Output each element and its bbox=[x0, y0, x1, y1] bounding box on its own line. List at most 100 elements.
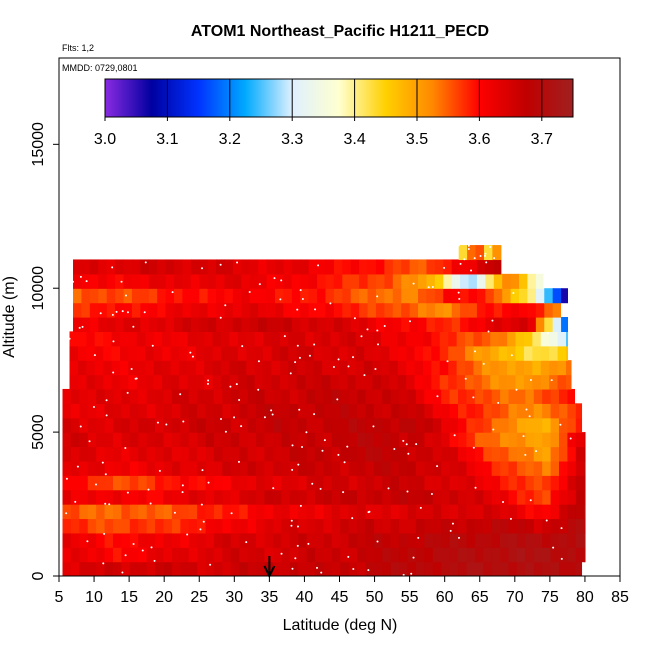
heatmap-cell bbox=[323, 417, 333, 433]
data-point bbox=[230, 512, 233, 515]
heatmap-cell bbox=[535, 288, 545, 304]
heatmap-cell bbox=[441, 403, 451, 419]
heatmap-cell bbox=[121, 532, 131, 548]
heatmap-cell bbox=[323, 518, 333, 534]
heatmap-cell bbox=[331, 518, 341, 534]
heatmap-cell bbox=[138, 417, 148, 433]
heatmap-cell bbox=[281, 561, 291, 576]
data-point bbox=[291, 567, 294, 570]
heatmap-cell bbox=[256, 504, 266, 520]
heatmap-cell bbox=[313, 331, 323, 347]
heatmap-cell bbox=[333, 288, 343, 304]
data-point bbox=[372, 425, 375, 428]
heatmap-cell bbox=[481, 345, 491, 361]
heatmap-cell bbox=[190, 273, 200, 289]
heatmap-cell bbox=[289, 489, 299, 505]
heatmap-cell bbox=[516, 504, 526, 520]
heatmap-cell bbox=[87, 403, 97, 419]
heatmap-cell bbox=[384, 259, 394, 275]
heatmap-cell bbox=[274, 259, 284, 275]
heatmap-cell bbox=[106, 302, 116, 318]
heatmap-cell bbox=[171, 532, 181, 548]
heatmap-cell bbox=[493, 288, 503, 304]
heatmap-cell bbox=[424, 417, 434, 433]
heatmap-cell bbox=[407, 561, 417, 576]
heatmap-cell bbox=[298, 561, 308, 576]
heatmap-cell bbox=[306, 417, 316, 433]
heatmap-cell bbox=[525, 403, 535, 419]
x-tick-label: 15 bbox=[120, 589, 138, 606]
heatmap-cell bbox=[466, 504, 476, 520]
heatmap-cell bbox=[407, 489, 417, 505]
heatmap-cell bbox=[575, 432, 585, 448]
heatmap-cell bbox=[317, 288, 327, 304]
data-point bbox=[111, 313, 114, 316]
heatmap-cell bbox=[87, 417, 97, 433]
heatmap-cell bbox=[474, 547, 484, 563]
heatmap-cell bbox=[212, 345, 222, 361]
heatmap-cell bbox=[550, 489, 560, 505]
heatmap-cell bbox=[535, 317, 545, 332]
heatmap-cells bbox=[62, 245, 586, 576]
heatmap-cell bbox=[306, 561, 316, 576]
data-point bbox=[104, 502, 107, 505]
heatmap-cell bbox=[272, 561, 282, 576]
heatmap-cell bbox=[340, 504, 350, 520]
heatmap-cell bbox=[357, 489, 367, 505]
heatmap-cell bbox=[195, 345, 205, 361]
data-point bbox=[289, 372, 292, 375]
heatmap-cell bbox=[508, 561, 518, 576]
data-point bbox=[296, 525, 299, 528]
heatmap-cell bbox=[432, 403, 442, 419]
heatmap-cell bbox=[409, 259, 419, 275]
heatmap-cell bbox=[474, 446, 484, 462]
heatmap-cell bbox=[364, 331, 374, 347]
heatmap-cell bbox=[434, 259, 444, 275]
heatmap-cell bbox=[111, 331, 121, 347]
heatmap-cell bbox=[258, 302, 268, 318]
heatmap-cell bbox=[533, 403, 543, 419]
heatmap-cell bbox=[89, 317, 99, 332]
heatmap-cell bbox=[120, 360, 130, 376]
heatmap-cell bbox=[289, 547, 299, 563]
data-point bbox=[86, 540, 89, 543]
heatmap-cell bbox=[490, 360, 500, 376]
heatmap-cell bbox=[70, 504, 80, 520]
heatmap-cell bbox=[180, 547, 190, 563]
heatmap-cell bbox=[87, 475, 97, 491]
heatmap-cell bbox=[288, 374, 298, 390]
heatmap-cell bbox=[171, 475, 181, 491]
heatmap-cell bbox=[340, 417, 350, 433]
heatmap-cell bbox=[111, 360, 121, 376]
heatmap-cell bbox=[342, 273, 352, 289]
heatmap-cell bbox=[249, 317, 259, 332]
heatmap-cell bbox=[98, 317, 108, 332]
heatmap-cell bbox=[507, 331, 517, 347]
heatmap-cell bbox=[510, 288, 520, 304]
heatmap-cell bbox=[331, 432, 341, 448]
heatmap-cell bbox=[434, 302, 444, 318]
data-point bbox=[104, 473, 107, 476]
heatmap-cell bbox=[104, 417, 114, 433]
heatmap-cell bbox=[266, 302, 276, 318]
heatmap-cell bbox=[188, 518, 198, 534]
heatmap-cell bbox=[308, 259, 318, 275]
heatmap-cell bbox=[254, 345, 264, 361]
heatmap-cell bbox=[380, 374, 390, 390]
heatmap-cell bbox=[431, 374, 441, 390]
heatmap-cell bbox=[516, 547, 526, 563]
heatmap-cell bbox=[182, 273, 192, 289]
heatmap-cell bbox=[73, 288, 83, 304]
heatmap-cell bbox=[516, 388, 526, 404]
heatmap-cell bbox=[197, 504, 207, 520]
heatmap-cell bbox=[533, 446, 543, 462]
data-point bbox=[560, 527, 563, 530]
heatmap-cell bbox=[81, 317, 91, 332]
heatmap-cell bbox=[532, 374, 542, 390]
heatmap-cell bbox=[348, 446, 358, 462]
heatmap-cell bbox=[348, 432, 358, 448]
heatmap-cell bbox=[407, 532, 417, 548]
heatmap-cell bbox=[247, 432, 257, 448]
heatmap-cell bbox=[483, 245, 493, 261]
data-point bbox=[296, 544, 299, 547]
